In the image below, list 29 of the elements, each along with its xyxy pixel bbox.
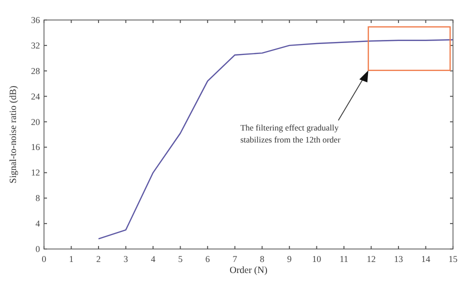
y-tick-label: 12 (31, 168, 40, 178)
x-tick-label: 12 (366, 254, 376, 264)
y-tick-label: 20 (31, 116, 40, 127)
x-tick-label: 3 (124, 254, 129, 264)
x-tick-label: 8 (260, 254, 265, 264)
annotation: The filtering effect gradually stabilizes from the 12th order (240, 122, 341, 144)
x-tick-label: 4 (150, 254, 156, 264)
y-tick-label: 36 (31, 15, 40, 25)
x-tick-label: 1 (69, 254, 74, 264)
x-tick-label: 5 (178, 254, 184, 264)
x-tick-label: 2 (96, 254, 101, 264)
y-tick-label: 8 (36, 193, 40, 204)
y-tick-label: 16 (31, 142, 40, 152)
x-tick-label: 10 (312, 254, 322, 264)
x-tick-label: 14 (421, 254, 431, 264)
x-tick-label: 7 (232, 254, 238, 264)
line-series (98, 39, 454, 240)
y-axis-title: Signal-to-noise ratio (dB) (9, 86, 19, 184)
x-tick-label: 6 (205, 254, 210, 264)
x-axis-title: Order (N) (230, 266, 268, 276)
y-tick-label: 28 (31, 66, 40, 76)
x-tick-label: 9 (287, 254, 292, 264)
y-tick-label: 4 (36, 218, 40, 229)
x-tick-label: 13 (394, 254, 404, 264)
y-tick-label: 32 (31, 40, 40, 50)
x-tick-label: 15 (448, 254, 458, 264)
x-tick-label: 11 (340, 254, 348, 264)
y-tick-label: 0 (36, 244, 40, 254)
y-tick-label: 24 (31, 91, 40, 102)
